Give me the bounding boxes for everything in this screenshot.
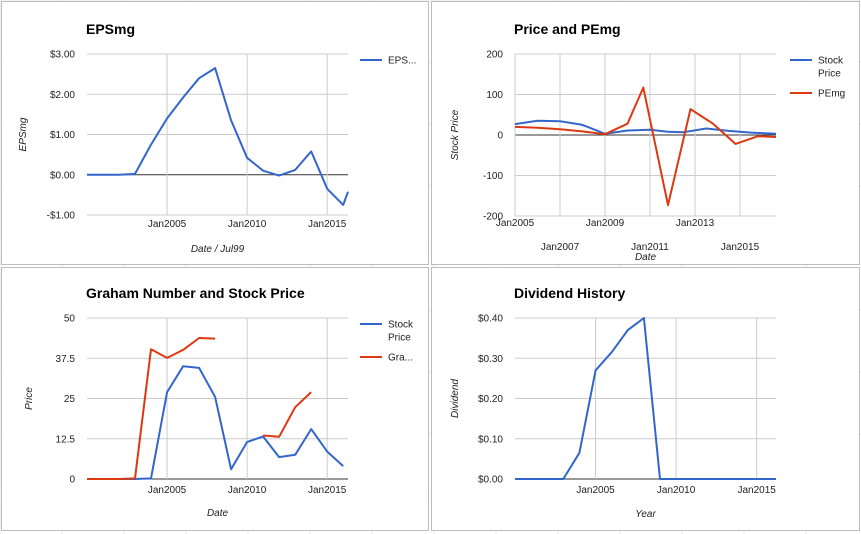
y-tick-label: 0: [69, 475, 75, 486]
x-axis-label: Date: [207, 508, 229, 519]
y-tick-label: $2.00: [50, 90, 75, 101]
legend-entry-line: Price: [818, 69, 841, 80]
y-tick-label: -200: [483, 212, 503, 223]
y-tick-label: 200: [486, 50, 503, 61]
x-tick-label: Jan2011: [631, 242, 669, 253]
x-tick-label: Jan2010: [228, 485, 267, 496]
y-tick-label: $0.40: [478, 314, 503, 325]
x-tick-label: Jan2015: [308, 485, 347, 496]
eps-chart-panel: EPSmg $3.00 $2.00 $1.00 $0.00 -$1.00 Jan2005 Ja…: [1, 1, 429, 265]
chart-title: Price and PEmg: [514, 21, 621, 37]
x-tick-label: Jan2015: [737, 485, 776, 496]
chart-title: EPSmg: [86, 21, 135, 37]
x-axis-label: Date: [635, 252, 657, 263]
eps-chart: EPSmg $3.00 $2.00 $1.00 $0.00 -$1.00 Jan2005 Ja…: [18, 21, 416, 255]
chart-title: Dividend History: [514, 285, 625, 301]
y-tick-label: $0.30: [478, 354, 503, 365]
y-axis-label: Stock Price: [450, 109, 461, 160]
legend-entry: Stock Price: [818, 56, 844, 80]
dividend-chart: Dividend History $0.40 $0.30 $0.20 $0.10 $0.0…: [450, 285, 776, 520]
y-tick-label: 100: [486, 90, 503, 101]
graham-chart: Graham Number and Stock Price 50 37.5 25 12.…: [24, 285, 414, 519]
x-tick-label: Jan2009: [586, 218, 625, 229]
legend-entry-line: Stock: [388, 320, 414, 331]
x-tick-label: Jan2007: [541, 242, 580, 253]
y-axis-label: EPSmg: [18, 117, 29, 151]
legend-entry: Stock Price: [388, 320, 414, 344]
y-tick-label: $0.00: [50, 170, 75, 181]
series-line-stock-price: [514, 119, 777, 135]
y-tick-label: 37.5: [56, 354, 76, 365]
y-tick-label: $3.00: [50, 50, 75, 61]
legend-entry-line: Stock: [818, 56, 844, 67]
y-tick-label: 25: [64, 394, 76, 405]
x-tick-label: Jan2010: [657, 485, 696, 496]
y-tick-label: 0: [497, 131, 503, 142]
x-axis-label: Year: [635, 509, 656, 520]
graham-chart-panel: Graham Number and Stock Price 50 37.5 25 12.…: [1, 267, 429, 531]
series-line-pemg: [514, 86, 777, 207]
series-line-gra: [263, 391, 312, 438]
y-tick-label: $0.00: [478, 475, 503, 486]
legend-entry: PEmg: [818, 89, 845, 100]
x-tick-label: Jan2005: [496, 218, 535, 229]
series-line-eps: [87, 67, 349, 206]
dividend-chart-panel: Dividend History $0.40 $0.30 $0.20 $0.10 $0.0…: [431, 267, 860, 531]
x-tick-label: Jan2013: [676, 218, 715, 229]
price-pe-chart-panel: Price and PEmg 200 100 0 -100 -200 Jan2005 Jan2…: [431, 1, 860, 265]
x-tick-label: Jan2005: [148, 485, 187, 496]
y-tick-label: $0.10: [478, 434, 503, 445]
y-axis-label: Price: [24, 387, 35, 410]
series-line-dividend: [515, 317, 776, 480]
y-tick-label: $1.00: [50, 130, 75, 141]
legend-entry: EPS...: [388, 56, 416, 67]
x-tick-label: Jan2015: [308, 219, 347, 230]
legend-entry-line: Price: [388, 333, 411, 344]
x-tick-label: Jan2015: [721, 242, 760, 253]
chart-title: Graham Number and Stock Price: [86, 285, 305, 301]
y-tick-label: -100: [483, 171, 503, 182]
series-line-gra: [87, 337, 216, 480]
y-tick-label: 50: [64, 314, 76, 325]
x-tick-label: Jan2010: [228, 219, 267, 230]
legend-entry: Gra...: [388, 353, 413, 364]
y-tick-label: -$1.00: [47, 211, 76, 222]
y-tick-label: 12.5: [56, 434, 76, 445]
y-tick-label: $0.20: [478, 394, 503, 405]
x-tick-label: Jan2005: [148, 219, 187, 230]
y-axis-label: Dividend: [450, 379, 461, 418]
series-line-stock-price: [87, 365, 344, 480]
x-axis-label: Date / Jul99: [191, 244, 245, 255]
x-tick-label: Jan2005: [576, 485, 615, 496]
